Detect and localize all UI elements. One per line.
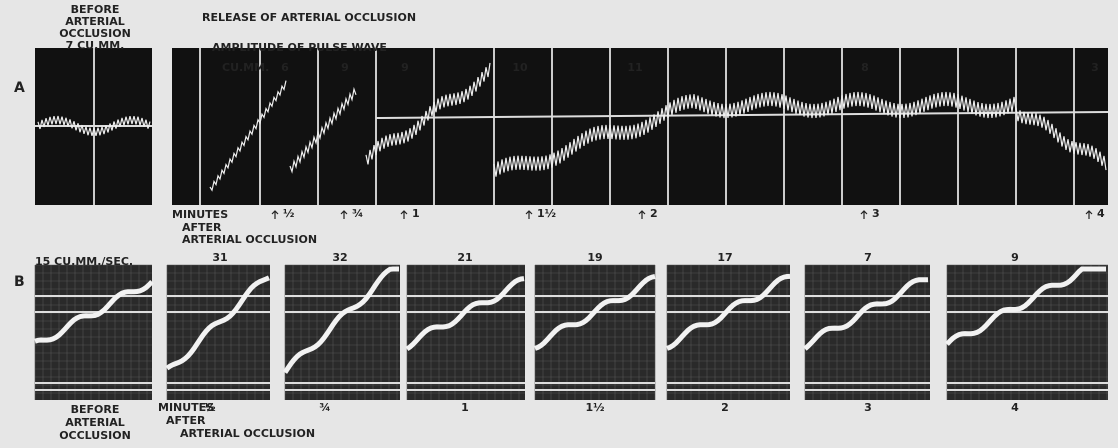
volume-trace	[666, 273, 791, 351]
minutes-label: MINUTES	[172, 208, 228, 221]
pulse-trace	[37, 115, 151, 137]
time-label: 1	[412, 207, 420, 220]
time-arrow	[525, 210, 533, 219]
before-label: ARTERIAL	[65, 416, 125, 429]
time-label: 4	[1011, 401, 1019, 414]
frame	[285, 265, 400, 400]
amplitude-value: 3	[1091, 61, 1099, 74]
minutes-label: AFTER	[182, 221, 222, 234]
minutes-label: ARTERIAL OCCLUSION	[180, 427, 315, 440]
unit-label: CU.MM.	[222, 61, 269, 74]
minutes-label: ARTERIAL OCCLUSION	[182, 233, 317, 246]
time-label: 2	[650, 207, 658, 220]
time-label: ½	[283, 207, 294, 220]
rate-value: 17	[717, 251, 732, 264]
rate-value: 32	[332, 251, 347, 264]
volume-trace	[165, 275, 270, 371]
time-label: 1½	[537, 207, 556, 220]
before-label: OCCLUSION	[59, 27, 131, 40]
time-label: 1½	[585, 401, 604, 414]
minutes-label: AFTER	[166, 414, 206, 427]
amplitude-value: 11	[627, 61, 642, 74]
before-label: ARTERIAL	[65, 15, 125, 28]
volume-trace	[534, 274, 656, 351]
time-label: 4	[1097, 207, 1105, 220]
amplitude-value: 6	[281, 61, 289, 74]
before-label: OCCLUSION	[59, 429, 131, 442]
time-label: ¾	[352, 207, 363, 220]
time-label: 3	[872, 207, 880, 220]
before-label: BEFORE	[71, 403, 120, 416]
time-arrow	[340, 210, 348, 219]
time-label: 2	[721, 401, 729, 414]
before-label: BEFORE	[71, 3, 120, 16]
panel-label: A	[14, 80, 25, 96]
time-arrow	[638, 210, 646, 219]
volume-trace	[405, 276, 525, 352]
amplitude-value: 10	[512, 61, 528, 74]
pulse-trace	[209, 80, 287, 192]
rate-value: 21	[457, 251, 472, 264]
rate-value: 19	[587, 251, 602, 264]
pulse-trace	[365, 62, 491, 165]
baseline	[375, 111, 1109, 119]
frame	[35, 265, 152, 400]
volume-trace	[803, 277, 929, 351]
time-label: ¾	[319, 401, 330, 414]
time-arrow	[271, 210, 279, 219]
before-amplitude: 7 CU.MM.	[66, 39, 125, 52]
amplitude-value: 9	[341, 61, 349, 74]
time-arrow	[1085, 210, 1093, 219]
amplitude-label: AMPLITUDE OF PULSE WAVE	[212, 41, 387, 54]
rate-label: 15 CU.MM./SEC.	[35, 255, 133, 268]
minutes-label: MINUTES	[158, 401, 214, 414]
volume-trace	[945, 266, 1106, 346]
time-label: ½	[204, 401, 215, 414]
pulse-trace	[493, 91, 1017, 177]
recordings	[34, 48, 1109, 400]
rate-value: 31	[212, 251, 227, 264]
release-label: RELEASE OF ARTERIAL OCCLUSION	[202, 11, 416, 24]
rate-value: 7	[864, 251, 872, 264]
volume-trace	[34, 279, 154, 344]
rate-value: 9	[1011, 251, 1019, 264]
time-label: 1	[461, 401, 469, 414]
pulse-trace	[289, 86, 357, 174]
time-arrow	[860, 210, 868, 219]
amplitude-value: 9	[401, 61, 409, 74]
volume-trace	[282, 266, 399, 374]
panel-label: B	[14, 274, 25, 290]
time-label: 3	[864, 401, 872, 414]
amplitude-value: 8	[861, 61, 869, 74]
time-arrow	[400, 210, 408, 219]
pulse-trace	[1015, 107, 1107, 171]
